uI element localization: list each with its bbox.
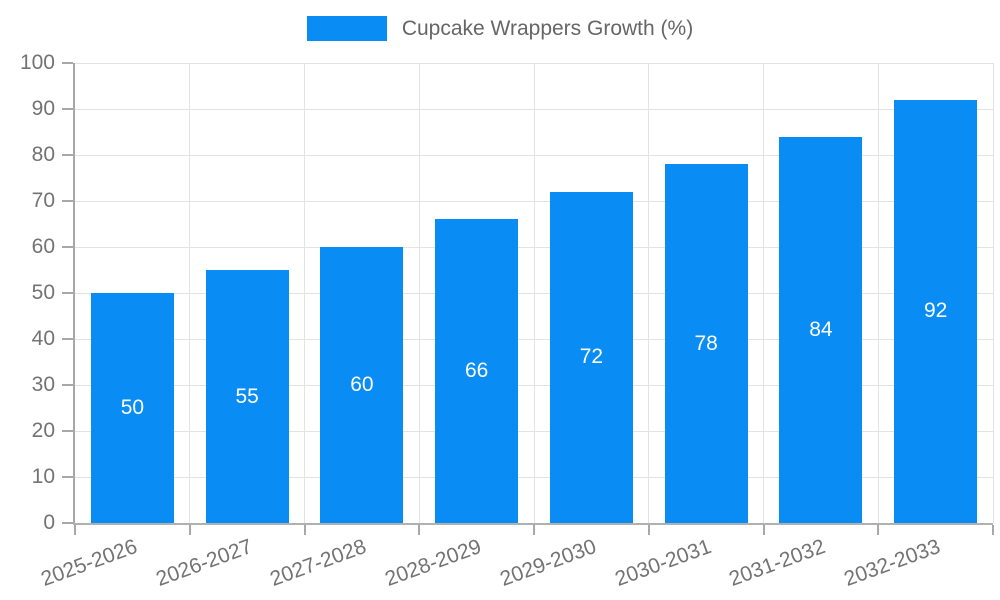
x-tick-label: 2026-2027	[152, 535, 255, 591]
legend[interactable]: Cupcake Wrappers Growth (%)	[0, 16, 1000, 41]
y-axis-line	[73, 63, 75, 525]
x-tick-label: 2031-2032	[726, 535, 829, 591]
v-gridline	[763, 63, 764, 523]
y-tick-mark	[62, 154, 73, 156]
x-tick-label: 2032-2033	[841, 535, 944, 591]
y-tick-label: 10	[31, 465, 55, 488]
y-tick-label: 40	[31, 327, 55, 350]
x-axis-line	[73, 523, 993, 525]
x-tick-label: 2029-2030	[496, 535, 600, 591]
x-tick-mark	[992, 525, 994, 535]
legend-label: Cupcake Wrappers Growth (%)	[401, 16, 694, 40]
bar: 92	[894, 99, 978, 523]
y-tick-mark	[62, 338, 73, 340]
bar: 78	[664, 164, 748, 523]
legend-swatch	[306, 16, 387, 41]
plot-area: 0 10 20 30 40 50 60 70 80 90 100 50 2025-2026 55 2026-…	[20, 52, 994, 591]
x-tick-label: 2027-2028	[267, 535, 370, 591]
x-tick-mark	[762, 525, 765, 535]
x-tick-mark	[303, 525, 306, 535]
bar-value-label: 66	[464, 359, 489, 383]
v-gridline	[189, 63, 191, 523]
x-tick-mark	[188, 525, 191, 535]
y-tick-mark	[62, 62, 73, 65]
y-tick-mark	[62, 246, 73, 248]
x-tick-mark	[418, 525, 421, 535]
y-tick-mark	[62, 200, 73, 202]
x-tick-mark	[877, 525, 880, 535]
v-gridline	[992, 63, 994, 523]
v-gridline	[533, 63, 535, 523]
bar-value-label: 72	[579, 345, 604, 369]
x-tick-mark	[74, 525, 76, 535]
bar: 50	[90, 293, 174, 523]
y-tick-label: 50	[31, 281, 55, 304]
bar: 72	[549, 191, 633, 523]
y-tick-mark	[62, 384, 73, 386]
v-gridline	[648, 63, 650, 523]
y-tick-label: 80	[31, 143, 55, 166]
x-tick-mark	[647, 525, 650, 535]
bar: 66	[435, 219, 519, 523]
y-tick-mark	[62, 476, 73, 478]
bar: 84	[779, 136, 863, 523]
x-tick-mark	[533, 525, 535, 535]
y-tick-label: 90	[31, 97, 55, 120]
v-gridline	[304, 63, 305, 523]
x-tick-label: 2030-2031	[611, 535, 714, 591]
bar-value-label: 55	[235, 384, 259, 408]
y-tick-label: 30	[31, 373, 55, 396]
x-tick-label: 2028-2029	[382, 535, 485, 591]
bar-value-label: 60	[350, 373, 374, 396]
y-tick-mark	[62, 522, 73, 524]
y-tick-label: 0	[43, 511, 55, 534]
y-tick-label: 100	[19, 51, 55, 74]
bar-value-label: 84	[809, 317, 833, 341]
y-tick-label: 70	[31, 189, 55, 212]
bar: 55	[205, 270, 289, 523]
y-tick-label: 60	[31, 235, 55, 258]
y-tick-mark	[62, 430, 73, 432]
v-gridline	[877, 63, 879, 523]
y-tick-mark	[62, 108, 73, 110]
bar-value-label: 50	[120, 396, 145, 419]
bar-value-label: 92	[923, 299, 948, 323]
y-tick-mark	[62, 292, 73, 294]
y-tick-label: 20	[31, 419, 55, 442]
bar-value-label: 78	[694, 331, 718, 355]
v-gridline	[418, 63, 420, 523]
bar: 60	[320, 247, 404, 523]
x-tick-label: 2025-2026	[37, 535, 141, 591]
